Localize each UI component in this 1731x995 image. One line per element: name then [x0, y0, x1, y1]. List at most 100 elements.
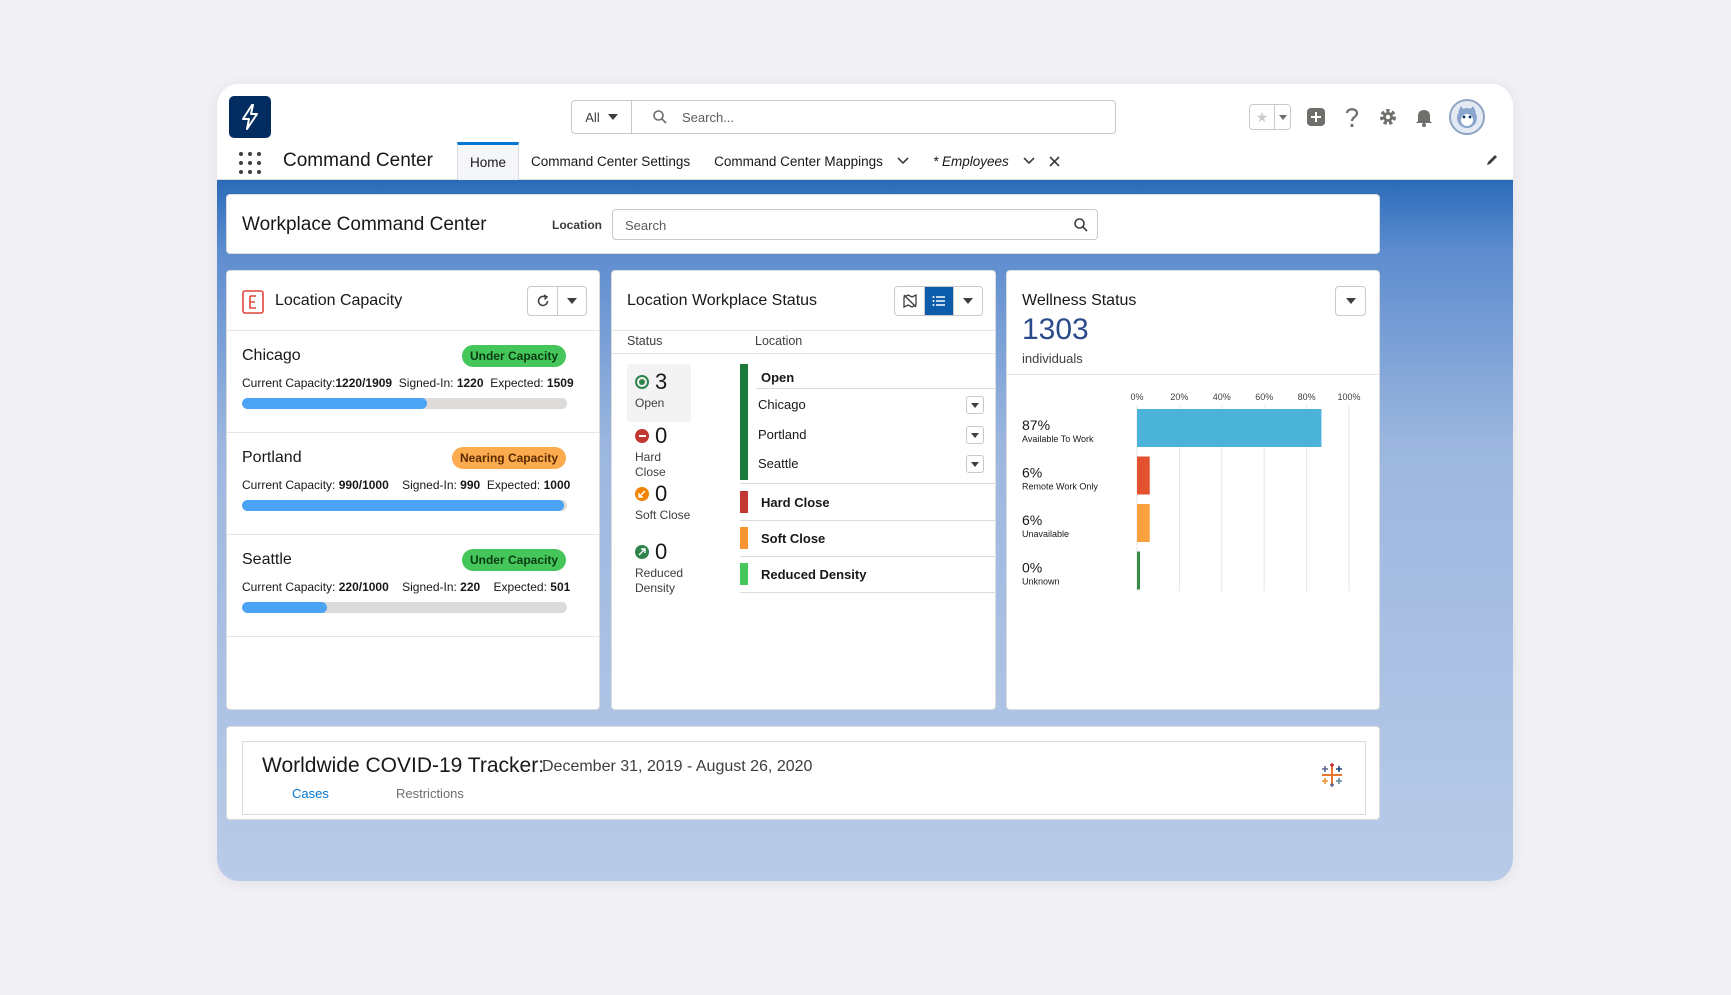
status-count: 0 [655, 481, 668, 506]
lightning-icon [242, 104, 258, 130]
help-button[interactable] [1341, 106, 1363, 128]
column-header-location: Location [755, 334, 803, 348]
category-label: Available To Work [1022, 434, 1094, 444]
app-window: All Search... ★ Command Center Home Comm… [217, 84, 1513, 881]
status-filter-soft-close[interactable]: 0 Soft Close [635, 482, 691, 523]
wellness-menu-button[interactable] [1336, 287, 1365, 315]
page-title: Workplace Command Center [242, 214, 487, 235]
workplace-menu-button[interactable] [953, 287, 982, 315]
location-search-input[interactable]: Search [612, 209, 1098, 240]
user-avatar[interactable] [1449, 99, 1485, 135]
group-name: Reduced Density [761, 567, 867, 582]
row-menu-button[interactable] [966, 455, 984, 473]
capacity-menu-button[interactable] [557, 287, 586, 315]
favorites-button[interactable]: ★ [1249, 104, 1291, 130]
location-search-placeholder: Search [625, 218, 667, 233]
hard-close-icon [635, 429, 649, 443]
row-menu-button[interactable] [966, 426, 984, 444]
notifications-button[interactable] [1413, 106, 1435, 128]
chevron-down-icon [567, 298, 577, 304]
tab-home[interactable]: Home [457, 142, 520, 180]
app-launcher-icon[interactable] [239, 152, 261, 174]
tab-employees[interactable]: * Employees [921, 142, 1072, 180]
card-title: Wellness Status [1022, 292, 1137, 309]
status-filter-open[interactable]: 3 Open [627, 364, 691, 422]
map-view-button[interactable] [895, 287, 924, 315]
group-name: Hard Close [761, 495, 830, 510]
status-filter-hard-close[interactable]: 0 Hard Close [635, 424, 691, 480]
workplace-status-card: Location Workplace Status Status Locatio… [611, 270, 996, 710]
location-row-portland[interactable]: Portland [758, 427, 807, 442]
capacity-meta: Current Capacity: 990/1000 Signed-In: 99… [242, 478, 571, 492]
status-badge: Under Capacity [461, 345, 566, 367]
workplace-actions [894, 286, 983, 316]
location-group-reduced-density[interactable]: Reduced Density [740, 563, 996, 593]
location-name: Seattle [242, 551, 292, 568]
location-capacity-card: Location Capacity Chicago Under Capacity… [226, 270, 600, 710]
bar-unknown [1137, 551, 1140, 590]
group-color-bar [740, 527, 748, 549]
search-icon [1074, 218, 1088, 232]
tab-restrictions[interactable]: Restrictions [396, 786, 464, 801]
favorites-dropdown[interactable] [1274, 105, 1290, 129]
category-label: Unavailable [1022, 529, 1069, 539]
search-scope-select[interactable]: All [572, 101, 632, 133]
edit-nav-icon[interactable] [1485, 153, 1499, 167]
location-row-seattle[interactable]: Seattle [758, 456, 799, 471]
chevron-down-icon [607, 114, 618, 120]
wellness-actions [1335, 286, 1366, 316]
status-badge: Nearing Capacity [451, 447, 566, 469]
location-item-seattle[interactable]: Seattle Under Capacity Current Capacity:… [227, 534, 599, 636]
location-group-hard-close[interactable]: Hard Close [740, 491, 996, 521]
location-group-soft-close[interactable]: Soft Close [740, 527, 996, 557]
app-navigation-bar: Command Center Home Command Center Setti… [217, 142, 1513, 180]
location-item-chicago[interactable]: Chicago Under Capacity Current Capacity:… [227, 330, 599, 432]
divider [1007, 374, 1379, 375]
chevron-down-icon[interactable] [1023, 157, 1035, 165]
x-tick-label: 100% [1337, 392, 1360, 402]
app-logo[interactable] [229, 96, 271, 138]
status-filter-reduced-density[interactable]: 0 Reduced Density [635, 540, 705, 596]
group-color-bar [740, 563, 748, 585]
refresh-icon [537, 294, 548, 307]
tracker-frame: Worldwide COVID-19 Tracker: December 31,… [242, 741, 1366, 815]
close-icon[interactable] [1049, 155, 1060, 167]
row-menu-button[interactable] [966, 396, 984, 414]
status-count: 0 [655, 423, 668, 448]
tab-command-center-settings[interactable]: Command Center Settings [519, 142, 702, 180]
tab-cases[interactable]: Cases [292, 786, 329, 801]
location-item-portland[interactable]: Portland Nearing Capacity Current Capaci… [227, 432, 599, 534]
refresh-button[interactable] [528, 287, 557, 315]
bar-value-label: 87% [1022, 417, 1050, 433]
app-name: Command Center [283, 150, 433, 171]
global-add-button[interactable] [1305, 106, 1327, 128]
arrow-icon [638, 548, 646, 556]
group-name: Soft Close [761, 531, 826, 546]
chevron-down-icon[interactable] [897, 157, 909, 165]
list-view-button[interactable] [924, 287, 953, 315]
search-scope-label: All [585, 109, 600, 125]
tab-label: Home [470, 155, 507, 170]
x-tick-label: 80% [1298, 392, 1316, 402]
search-icon [653, 110, 667, 124]
setup-button[interactable] [1377, 106, 1399, 128]
status-label: Hard Close [635, 450, 666, 479]
status-label: Reduced Density [635, 566, 684, 595]
tab-label: * Employees [932, 153, 1009, 169]
chevron-down-icon [963, 298, 973, 304]
wellness-count: 1303 [1022, 313, 1089, 346]
location-row-chicago[interactable]: Chicago [758, 397, 806, 412]
tracker-date-range: December 31, 2019 - August 26, 2020 [542, 758, 813, 775]
status-badge: Under Capacity [461, 549, 566, 571]
search-input[interactable]: Search... [682, 109, 735, 125]
global-header: All Search... ★ [217, 84, 1513, 142]
covid-tracker-card: Worldwide COVID-19 Tracker: December 31,… [226, 726, 1380, 820]
star-icon[interactable]: ★ [1255, 108, 1269, 125]
global-search[interactable]: All Search... [571, 100, 1116, 134]
wellness-count-label: individuals [1022, 351, 1083, 366]
tab-command-center-mappings[interactable]: Command Center Mappings [702, 142, 921, 180]
reduced-density-icon [635, 545, 649, 559]
capacity-progress-bar [242, 398, 567, 409]
divider [740, 520, 996, 521]
capacity-progress-fill [242, 500, 564, 511]
